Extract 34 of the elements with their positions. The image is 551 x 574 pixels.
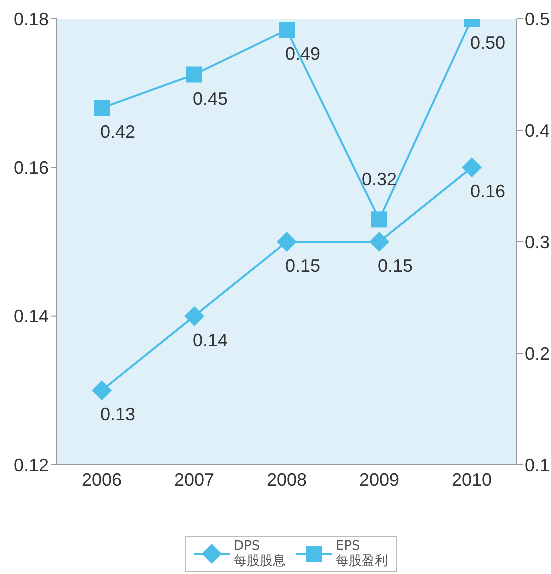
x-tick-label: 2008: [266, 470, 308, 490]
point: [94, 100, 110, 116]
y2-tick-label: 0.1: [525, 455, 550, 476]
point: [92, 380, 112, 401]
data-label: 0.42: [100, 122, 136, 142]
legend-label: EPS 每股盈利: [336, 539, 388, 569]
y2-tick-label: 0.4: [525, 120, 550, 141]
data-label: 0.32: [362, 170, 398, 190]
y-tick-label: 0.18: [14, 9, 49, 30]
data-label: 0.14: [192, 330, 228, 350]
y2-tick-label: 0.5: [525, 9, 550, 30]
point: [279, 22, 295, 38]
point: [462, 158, 482, 178]
y2-tick-label: 0.2: [525, 344, 550, 364]
legend-label: DPS 每股股息: [234, 539, 286, 569]
data-label: 0.50: [470, 33, 506, 53]
x-tick-label: 2006: [82, 470, 122, 490]
data-label: 0.16: [470, 182, 506, 202]
x-tick-label: 2007: [174, 470, 215, 490]
point: [277, 232, 297, 252]
point: [372, 212, 388, 228]
x-tick-label: 2009: [359, 470, 400, 490]
y-tick-label: 0.16: [14, 158, 49, 178]
y2-tick-label: 0.3: [525, 232, 550, 252]
point: [184, 306, 204, 326]
data-label: 0.13: [100, 404, 136, 425]
data-label: 0.45: [192, 88, 228, 109]
y-tick-label: 0.14: [14, 306, 49, 327]
data-label: 0.15: [378, 256, 414, 276]
point: [186, 66, 202, 83]
x-tick-label: 2010: [452, 470, 492, 490]
point: [370, 232, 390, 252]
data-label: 0.15: [285, 256, 321, 276]
y-tick-label: 0.12: [14, 455, 49, 476]
